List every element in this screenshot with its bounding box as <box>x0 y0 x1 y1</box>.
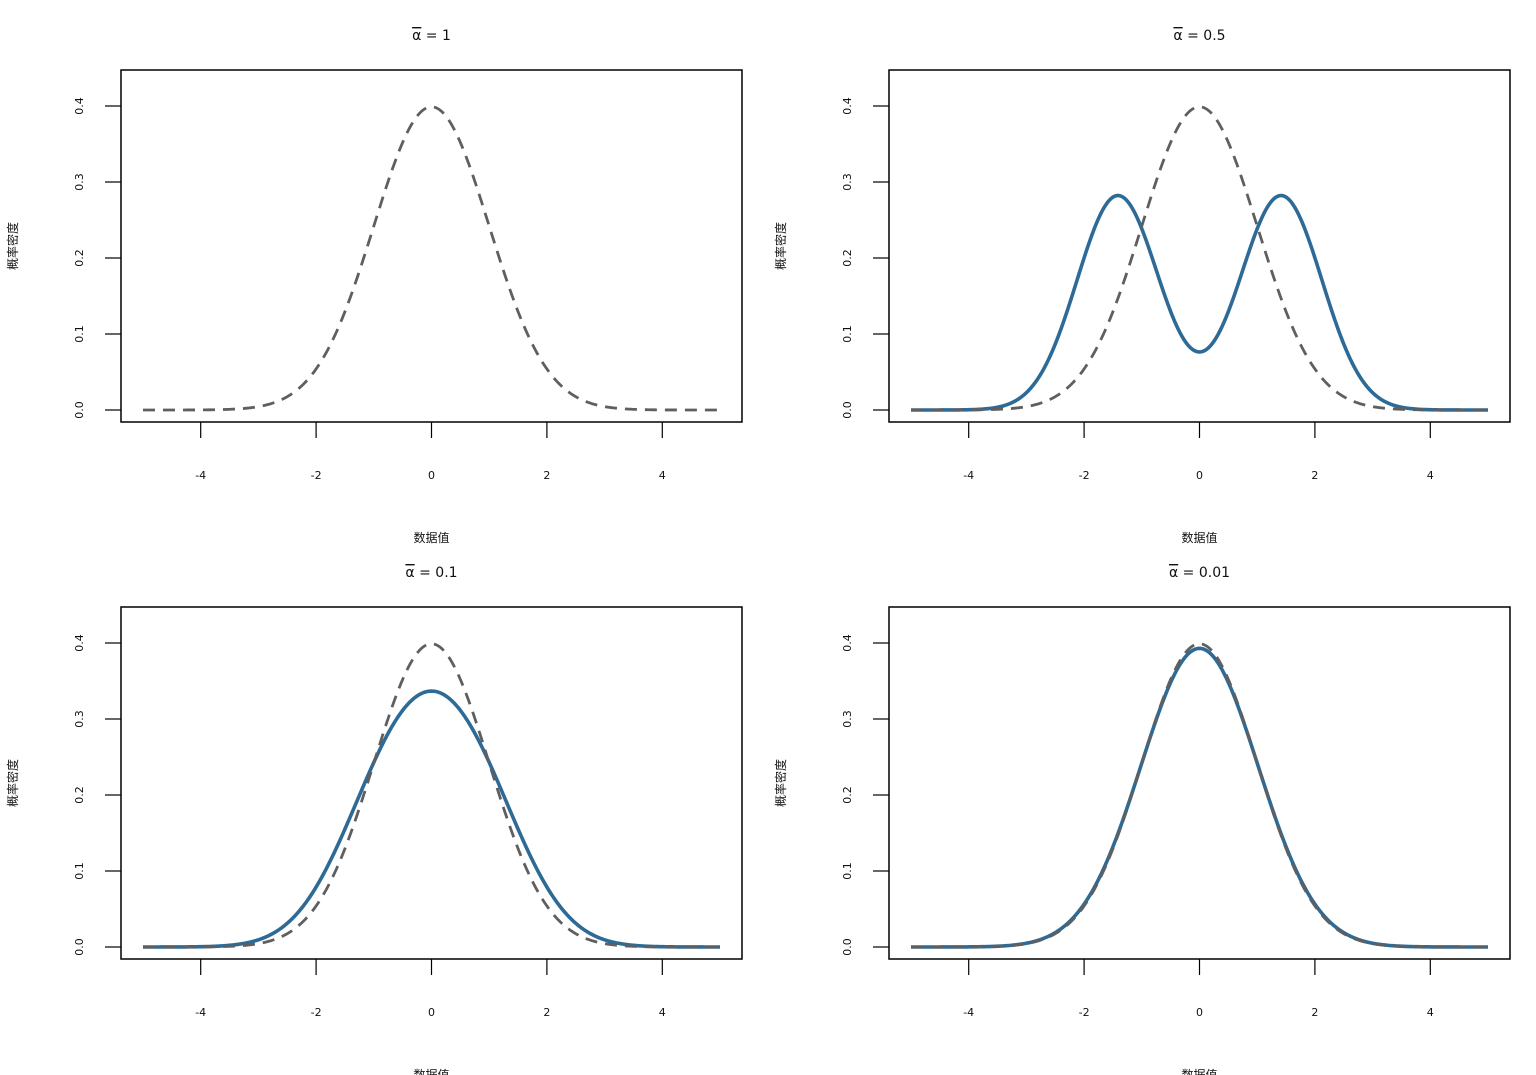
x-tick-label: 4 <box>659 1006 666 1019</box>
chart-title-text: = 0.1 <box>415 565 458 581</box>
normal-density-dashed-line <box>143 642 720 949</box>
x-axis-label: 数据值 <box>1181 530 1217 545</box>
x-tick-label: -2 <box>311 1006 322 1019</box>
y-tick-label: 0.1 <box>841 862 854 880</box>
x-tick-label: 0 <box>428 469 435 482</box>
mixture-density-line <box>910 646 1489 949</box>
mixture-density-line <box>142 689 721 949</box>
y-tick-label: 0.4 <box>73 634 86 652</box>
chart-title-text: = 1 <box>421 28 451 44</box>
y-axis-label: 概率密度 <box>5 759 20 807</box>
y-tick-label: 0.0 <box>73 938 86 956</box>
x-tick-label: 0 <box>1196 1006 1203 1019</box>
y-tick-label: 0.2 <box>841 249 854 267</box>
chart-title-text: = 0.5 <box>1183 28 1226 44</box>
y-tick-label: 0.4 <box>73 97 86 115</box>
plot-frame <box>888 69 1511 423</box>
x-axis-label: 数据值 <box>413 1067 449 1075</box>
plot-frame <box>888 606 1511 960</box>
chart-panel-3: α = 0.1 -4 -2 0 2 4 0.0 0.1 0.2 0.3 0.4 数据值 概率密度 <box>5 565 743 1075</box>
x-tick-label: -2 <box>1079 1006 1090 1019</box>
plot-frame <box>120 69 743 423</box>
x-tick-label: -4 <box>195 469 206 482</box>
y-tick-label: 0.3 <box>73 173 86 191</box>
x-tick-label: 0 <box>428 1006 435 1019</box>
x-tick-label: -2 <box>311 469 322 482</box>
chart-title: α = 0.5 <box>1173 28 1225 44</box>
mixture-density-line <box>910 193 1489 412</box>
y-tick-label: 0.3 <box>841 710 854 728</box>
y-tick-label: 0.1 <box>73 862 86 880</box>
x-tick-label: -4 <box>195 1006 206 1019</box>
y-tick-label: 0.1 <box>841 325 854 343</box>
chart-title: α = 1 <box>412 28 451 44</box>
chart-title-symbol: α <box>1173 28 1182 44</box>
chart-title-symbol: α <box>405 565 414 581</box>
chart-panel-2: α = 0.5 -4 -2 0 2 4 0.0 0.1 0.2 0.3 0.4 数据值 概率密度 <box>773 28 1511 545</box>
x-tick-label: -4 <box>963 1006 974 1019</box>
y-axis-label: 概率密度 <box>773 222 788 270</box>
y-tick-label: 0.3 <box>841 173 854 191</box>
y-tick-label: 0.0 <box>73 401 86 419</box>
x-tick-label: -4 <box>963 469 974 482</box>
y-tick-label: 0.1 <box>73 325 86 343</box>
x-tick-label: 4 <box>659 469 666 482</box>
chart-panel-1: α = 1 -4 -2 0 2 4 0.0 0.1 0.2 0.3 0.4 数据值 概率密度 <box>5 28 743 545</box>
x-tick-label: 2 <box>1311 469 1318 482</box>
y-tick-label: 0.3 <box>73 710 86 728</box>
y-tick-label: 0.2 <box>73 786 86 804</box>
y-axis-label: 概率密度 <box>773 759 788 807</box>
normal-density-dashed-line <box>911 642 1488 949</box>
chart-panel-4: α = 0.01 -4 -2 0 2 4 0.0 0.1 0.2 0.3 0.4 数据值 概率密度 <box>773 565 1511 1075</box>
y-axis-label: 概率密度 <box>5 222 20 270</box>
chart-title-symbol: α <box>412 28 421 44</box>
y-tick-label: 0.2 <box>73 249 86 267</box>
chart-title-symbol: α <box>1169 565 1178 581</box>
x-tick-label: 2 <box>543 469 550 482</box>
y-tick-label: 0.4 <box>841 97 854 115</box>
x-tick-label: 2 <box>1311 1006 1318 1019</box>
x-tick-label: 0 <box>1196 469 1203 482</box>
x-tick-label: 4 <box>1427 469 1434 482</box>
y-tick-label: 0.0 <box>841 938 854 956</box>
x-tick-label: -2 <box>1079 469 1090 482</box>
chart-title: α = 0.01 <box>1169 565 1230 581</box>
chart-title-text: = 0.01 <box>1178 565 1230 581</box>
plot-frame <box>120 606 743 960</box>
y-tick-label: 0.4 <box>841 634 854 652</box>
y-tick-label: 0.2 <box>841 786 854 804</box>
y-tick-label: 0.0 <box>841 401 854 419</box>
chart-title: α = 0.1 <box>405 565 457 581</box>
x-tick-label: 2 <box>543 1006 550 1019</box>
normal-density-dashed-line <box>911 105 1488 412</box>
x-tick-label: 4 <box>1427 1006 1434 1019</box>
x-axis-label: 数据值 <box>1181 1067 1217 1075</box>
normal-density-dashed-line <box>143 105 720 412</box>
x-axis-label: 数据值 <box>413 530 449 545</box>
